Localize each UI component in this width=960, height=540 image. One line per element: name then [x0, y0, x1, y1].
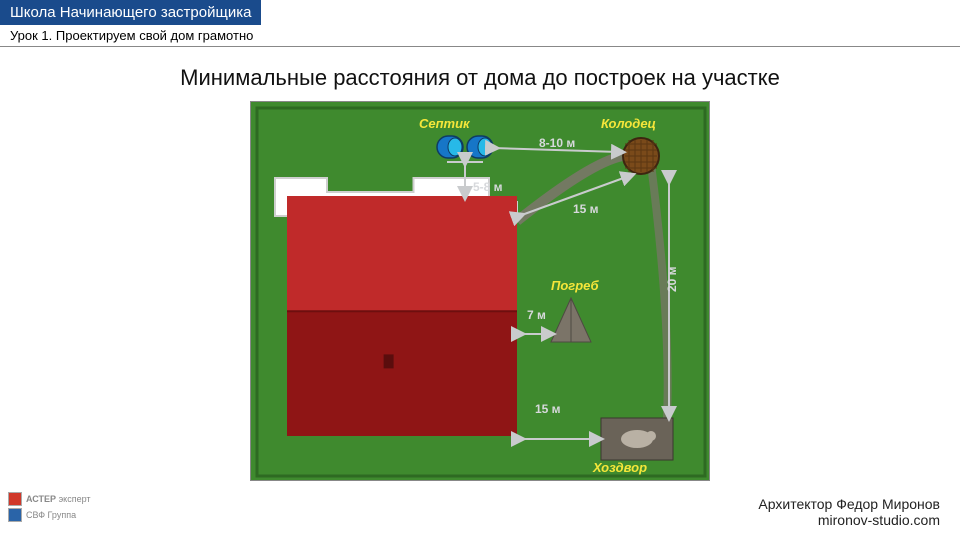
logo-1: АСТЕР эксперт	[26, 494, 91, 504]
dist-house-cellar: 7 м	[527, 308, 546, 322]
dist-septic-well: 8-10 м	[539, 136, 575, 150]
diagram-svg	[251, 102, 711, 482]
footer-logos: АСТЕР эксперт СВФ Группа	[8, 490, 91, 522]
dist-house-well: 15 м	[573, 202, 599, 216]
author-name: Архитектор Федор Миронов	[758, 496, 940, 512]
author-site: mironov-studio.com	[758, 512, 940, 528]
footer-credits: Архитектор Федор Миронов mironov-studio.…	[758, 496, 940, 528]
dist-house-septic: 5-8 м	[473, 180, 503, 194]
dist-house-barn: 15 м	[535, 402, 561, 416]
logo-2: СВФ Группа	[26, 510, 76, 520]
label-cellar: Погреб	[551, 278, 599, 293]
header-bar: Школа Начинающего застройщика	[0, 0, 261, 25]
plot-diagram: Септик Колодец Погреб Хоздвор 8-10 м 5-8…	[250, 101, 710, 481]
label-septic: Септик	[419, 116, 470, 131]
dist-well-barn: 20 м	[665, 266, 679, 292]
lesson-subheader: Урок 1. Проектируем свой дом грамотно	[0, 25, 960, 47]
page-title: Минимальные расстояния от дома до постро…	[0, 65, 960, 91]
label-well: Колодец	[601, 116, 656, 131]
label-barnyard: Хоздвор	[593, 460, 647, 475]
